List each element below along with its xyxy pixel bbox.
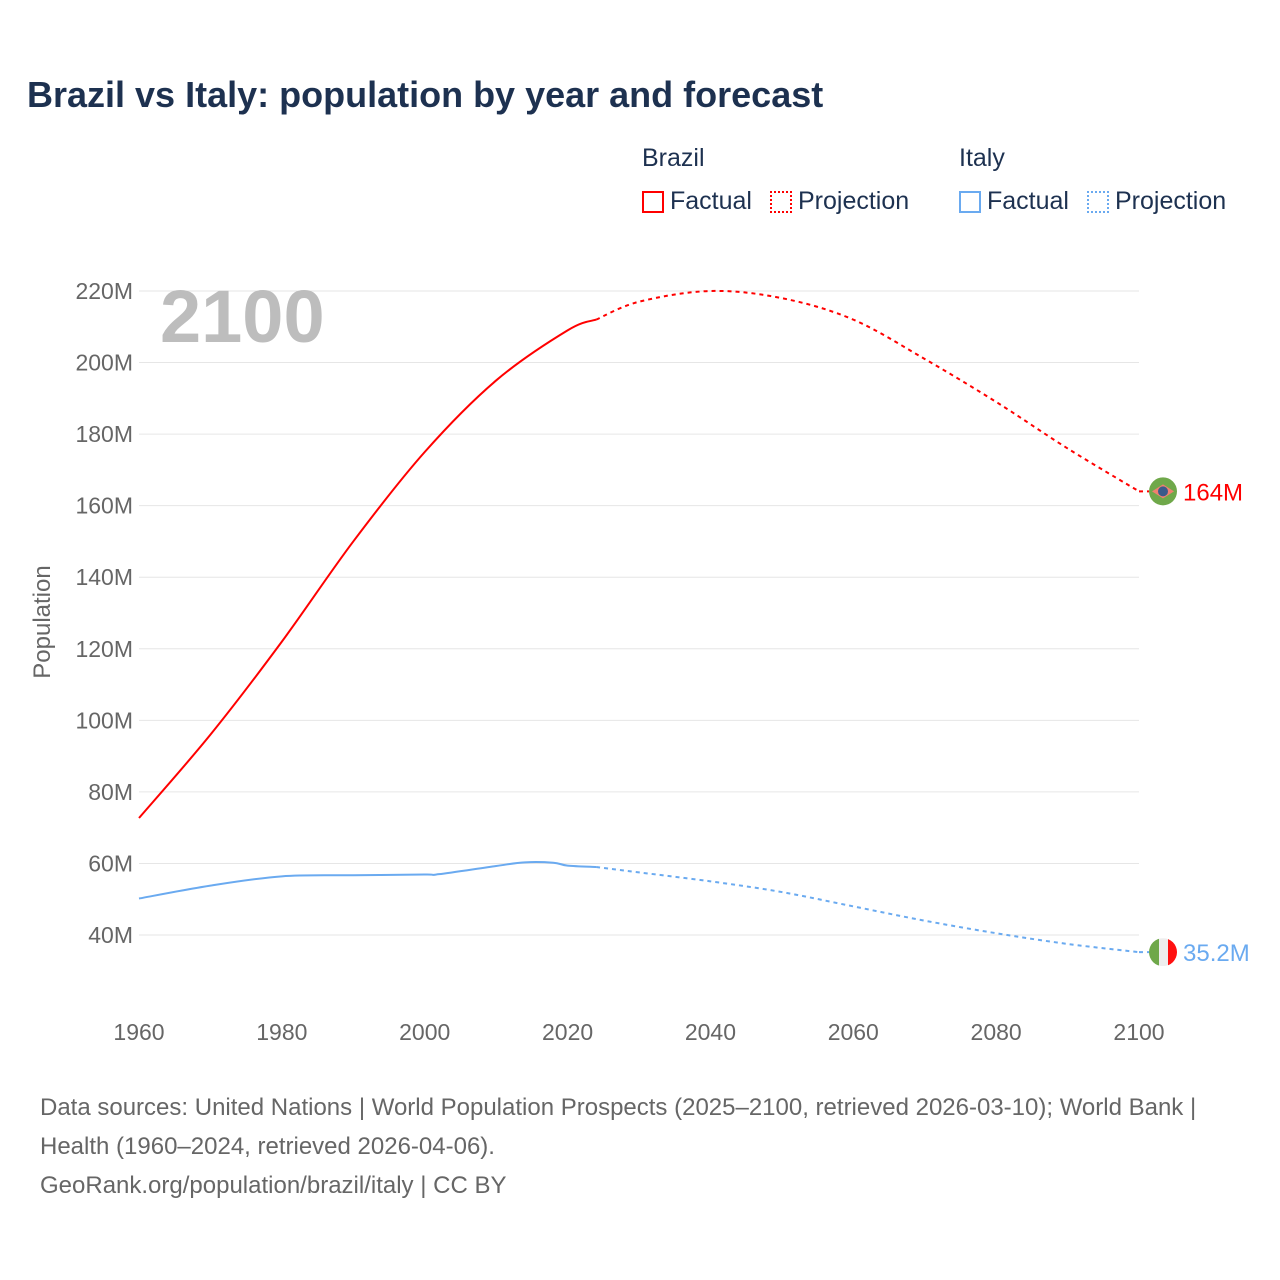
y-tick-label: 220M [75,278,133,304]
line-italy-factual [138,861,597,900]
flag-white [1159,938,1168,967]
y-tick-label: 180M [75,421,133,447]
x-tick-label: 2060 [828,1019,879,1045]
x-tick-label: 2100 [1113,1019,1164,1045]
end-label-italy: 35.2M [1183,940,1250,967]
series-layer: 164M 35.2M [138,289,1250,967]
legend-label: Factual [987,187,1069,215]
y-tick-label: 200M [75,350,133,376]
x-tick-label: 2080 [971,1019,1022,1045]
footer: Data sources: United Nations | World Pop… [40,1088,1240,1205]
legend-swatch [769,190,792,213]
line-chart: 40M 60M 80M 100M 120M 140M 160M 180M 200M 220M 196… [29,275,1250,1045]
legend-label: Projection [797,187,910,215]
brazil-flag-icon [1149,477,1177,506]
x-tick-label: 2000 [399,1019,450,1045]
flag-globe [1158,486,1168,497]
legend-label: Projection [1114,187,1227,215]
chart-title: Brazil vs Italy: population by year and … [27,74,824,115]
data-sources: Data sources: United Nations | World Pop… [40,1094,1197,1160]
legend-title-italy: Italy [959,144,1005,172]
x-tick-label: 2020 [542,1019,593,1045]
line-brazil-factual [138,318,597,819]
grid: 40M 60M 80M 100M 120M 140M 160M 180M 200M 220M 196… [75,278,1164,1045]
legend-swatch [959,190,981,213]
y-tick-label: 140M [75,564,133,590]
line-italy-projection [596,866,1140,954]
x-tick-label: 1960 [113,1019,164,1045]
y-tick-label: 100M [75,707,133,733]
legend-label: Factual [670,187,752,215]
legend-item-italy-factual[interactable]: Factual [959,187,1069,216]
y-tick-label: 160M [75,493,133,519]
legend-swatch [1086,190,1109,213]
x-tick-label: 2040 [685,1019,736,1045]
year-watermark: 2100 [160,275,325,358]
legend-group-brazil: Brazil Factual Projection [642,144,909,216]
flag-stripes [1149,938,1177,967]
end-label-brazil: 164M [1183,479,1243,506]
legend-item-italy-projection[interactable]: Projection [1086,187,1227,216]
line-brazil-projection [595,289,1140,493]
y-tick-label: 40M [88,922,133,948]
x-tick-label: 1980 [256,1019,307,1045]
flag-green [1149,938,1159,967]
y-tick-label: 60M [88,850,133,876]
italy-flag-icon [1149,938,1177,967]
flag-red [1168,938,1177,967]
y-axis-label: Population [29,565,56,678]
y-tick-label: 80M [88,779,133,805]
legend-item-brazil-factual[interactable]: Factual [642,187,752,216]
credit-link[interactable]: GeoRank.org/population/brazil/italy | CC… [40,1172,507,1199]
legend-swatch [642,190,664,213]
legend-title-brazil: Brazil [642,144,705,172]
legend-group-italy: Italy Factual Projection [959,144,1226,216]
legend-item-brazil-projection[interactable]: Projection [769,187,910,216]
y-tick-label: 120M [75,636,133,662]
